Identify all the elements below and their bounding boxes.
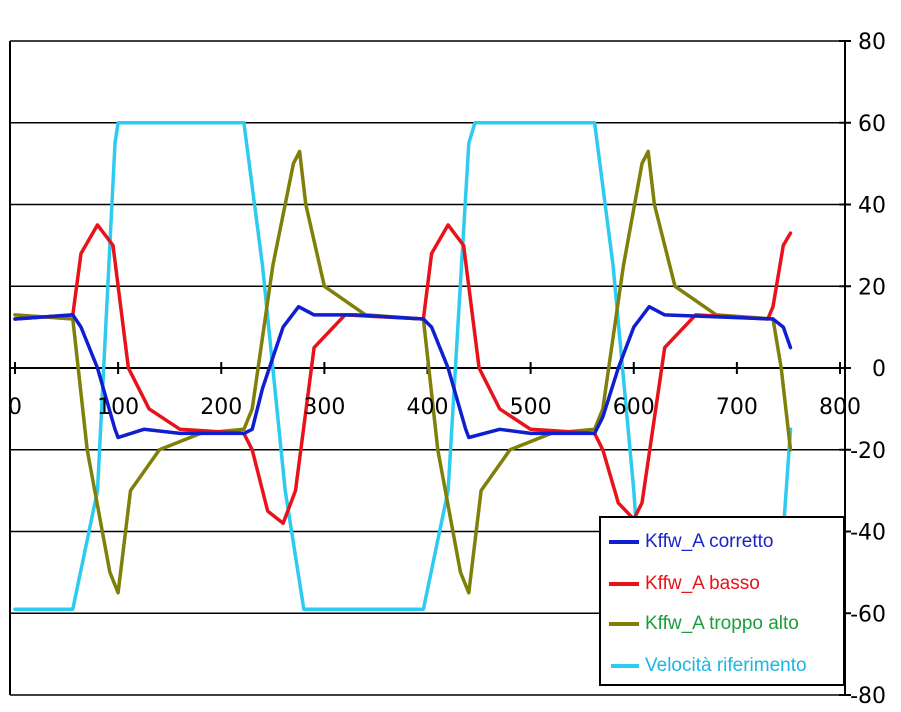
x-tick-label-600: 600 (613, 395, 655, 420)
y-tick-label-20: -20 (850, 439, 886, 464)
y-tick-label-60: -60 (850, 602, 886, 627)
legend-item-velocita-riferimento: Velocità riferimento (601, 654, 807, 678)
legend-item-kffw-troppo-alto: Kffw_A troppo alto (601, 612, 799, 636)
legend-item-kffw-corretto: Kffw_A corretto (601, 530, 774, 554)
legend-swatch-kffw-troppo-alto (609, 622, 639, 626)
legend-swatch-kffw-corretto (609, 540, 639, 544)
y-tick-label-20: 20 (858, 275, 886, 300)
y-tick-label-40: 40 (858, 194, 886, 219)
legend-label-kffw-corretto: Kffw_A corretto (645, 531, 774, 552)
axes (9, 40, 851, 696)
tick-labels: 0 100 200 300 400 500 600 700 800806040200-20-40… (8, 30, 886, 709)
x-tick-label-500: 500 (510, 395, 552, 420)
legend-swatch-velocita-riferimento (611, 664, 639, 668)
x-tick-label-100: 100 (97, 395, 139, 420)
legend-swatch-kffw-basso (609, 582, 639, 586)
y-tick-label-80: -80 (850, 684, 886, 709)
legend-item-kffw-basso: Kffw_A basso (601, 572, 760, 596)
x-tick-label-300: 300 (303, 395, 345, 420)
y-tick-label-80: 80 (858, 30, 886, 55)
legend-label-kffw-basso: Kffw_A basso (645, 573, 760, 594)
series-lines (13, 121, 793, 611)
series-line-kffw-a-basso (13, 223, 793, 526)
y-tick-label-40: -40 (850, 521, 886, 546)
x-tick-label-200: 200 (200, 395, 242, 420)
legend-label-velocita-riferimento: Velocità riferimento (645, 655, 807, 676)
y-tick-label-60: 60 (858, 112, 886, 137)
series-line-kffw-a-troppo-alto (13, 149, 793, 595)
x-tick-label-800: 800 (819, 395, 861, 420)
y-tick-label-0: 0 (872, 357, 886, 382)
series-line-kffw-a-corretto (13, 304, 793, 440)
x-tick-label-400: 400 (407, 395, 449, 420)
legend: Kffw_A corretto Kffw_A basso Kffw_A trop… (599, 516, 845, 686)
x-tick-label-0: 0 (8, 395, 22, 420)
x-tick-label-700: 700 (716, 395, 758, 420)
legend-label-kffw-troppo-alto: Kffw_A troppo alto (645, 613, 799, 634)
